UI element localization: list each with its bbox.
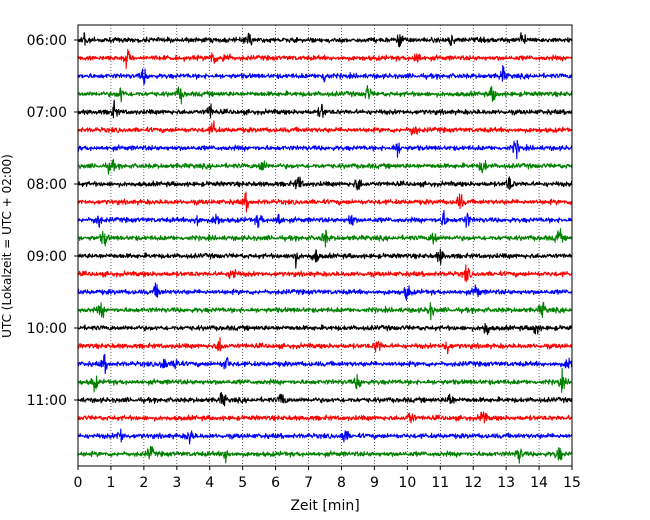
plot-traces <box>77 32 573 464</box>
plot-frame <box>77 24 573 467</box>
trace-0900 <box>77 248 573 269</box>
x-tick-label: 13 <box>497 475 515 491</box>
x-tick-label: 8 <box>337 475 346 491</box>
trace-0645 <box>77 84 573 105</box>
x-tick-label: 3 <box>172 475 181 491</box>
x-tick-label: 10 <box>398 475 416 491</box>
trace-0930 <box>77 282 573 302</box>
trace-0815 <box>77 191 573 213</box>
trace-0630 <box>77 64 573 85</box>
trace-0715 <box>77 120 573 136</box>
y-axis-label: UTC (Lokalzeit = UTC + 02:00) <box>0 154 14 338</box>
trace-0600 <box>77 32 573 48</box>
y-tick-label: 11:00 <box>27 393 67 409</box>
trace-0615 <box>77 48 573 69</box>
trace-1145 <box>77 445 573 464</box>
y-tick-label: 10:00 <box>27 321 67 337</box>
x-tick-label: 6 <box>271 475 280 491</box>
trace-0830 <box>77 209 573 228</box>
x-tick-label: 0 <box>74 475 83 491</box>
x-tick-label: 14 <box>530 475 548 491</box>
trace-1030 <box>77 353 573 375</box>
x-tick-label: 1 <box>106 475 115 491</box>
x-axis-label: Zeit [min] <box>290 498 359 514</box>
x-tick-label: 7 <box>304 475 313 491</box>
x-tick-label: 5 <box>238 475 247 491</box>
trace-0745 <box>77 159 573 175</box>
trace-1130 <box>77 428 573 445</box>
trace-0700 <box>77 99 573 119</box>
y-tick-label: 07:00 <box>27 105 67 121</box>
x-tick-label: 15 <box>563 475 581 491</box>
trace-0730 <box>77 139 573 160</box>
y-tick-label: 06:00 <box>27 33 67 49</box>
x-tick-label: 4 <box>205 475 214 491</box>
x-tick-label: 12 <box>464 475 482 491</box>
y-tick-marks: 06:00 07:00 08:00 09:00 10:00 11:00 <box>27 33 78 409</box>
trace-0845 <box>77 228 573 248</box>
trace-1100 <box>77 391 573 407</box>
trace-0800 <box>77 176 573 191</box>
x-tick-label: 9 <box>370 475 379 491</box>
trace-0945 <box>77 301 573 321</box>
x-tick-marks: 0 1 2 3 4 5 6 7 8 9 10 11 12 13 14 15 <box>74 466 581 491</box>
trace-0915 <box>77 264 573 283</box>
x-tick-label: 11 <box>431 475 449 491</box>
y-tick-label: 09:00 <box>27 249 67 265</box>
y-tick-label: 08:00 <box>27 177 67 193</box>
trace-1115 <box>77 411 573 424</box>
trace-1000 <box>77 322 573 336</box>
x-tick-label: 2 <box>139 475 148 491</box>
trace-1045 <box>77 367 573 393</box>
trace-1015 <box>77 337 573 355</box>
